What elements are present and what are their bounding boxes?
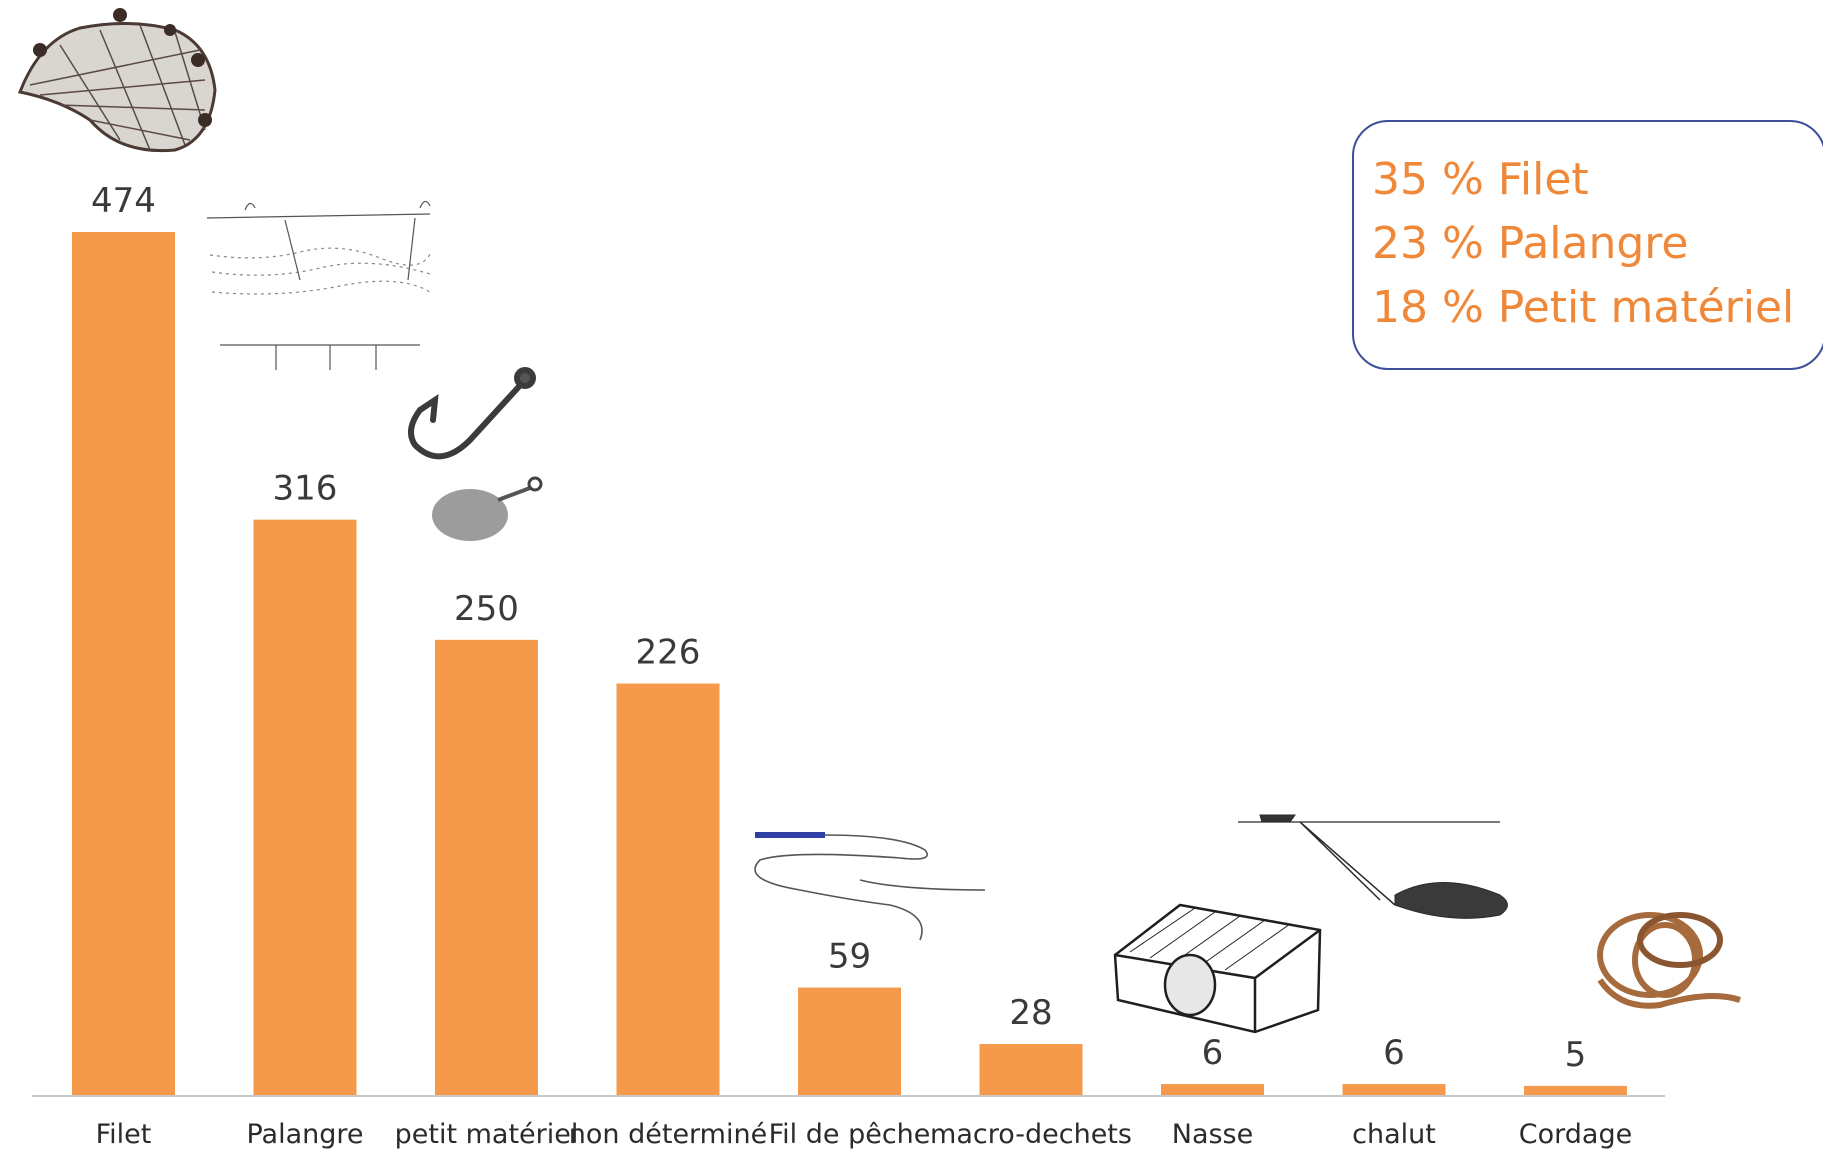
bar-8 xyxy=(1524,1085,1627,1095)
category-tick-label: macro-dechets xyxy=(930,1119,1132,1150)
bar-0 xyxy=(72,232,175,1095)
trawl-net-icon xyxy=(1238,814,1508,919)
summary-callout: 35 % Filet 23 % Palangre 18 % Petit maté… xyxy=(1352,120,1823,370)
longline-diagram-icon xyxy=(206,200,431,370)
bar-2 xyxy=(435,639,538,1095)
fishing-line-icon xyxy=(754,832,986,941)
category-tick-label: Palangre xyxy=(246,1119,363,1150)
callout-line-palangre: 23 % Palangre xyxy=(1372,218,1689,269)
bar-value-label: 226 xyxy=(636,633,701,673)
fishing-net-icon xyxy=(17,8,217,153)
category-tick-label: Nasse xyxy=(1172,1119,1254,1150)
fishing-weight-icon xyxy=(432,476,543,541)
bars-group: 474 Filet 316 Palangre 250 petit matériel 226 n… xyxy=(72,181,1632,1150)
bar-value-label: 250 xyxy=(454,589,519,629)
bar-value-label: 5 xyxy=(1565,1035,1587,1075)
bar-value-label: 6 xyxy=(1383,1033,1405,1073)
category-tick-label: Cordage xyxy=(1519,1119,1632,1150)
bar-6 xyxy=(1161,1084,1264,1095)
bar-7 xyxy=(1342,1084,1446,1095)
category-tick-label: Filet xyxy=(96,1119,152,1150)
callout-line-filet: 35 % Filet xyxy=(1372,154,1589,205)
bar-value-label: 6 xyxy=(1202,1033,1224,1073)
category-tick-label: non déterminé xyxy=(569,1119,767,1150)
bar-3 xyxy=(616,683,720,1095)
fish-trap-icon xyxy=(1113,903,1322,1034)
category-tick-label: Fil de pêche xyxy=(769,1119,931,1150)
bar-value-label: 28 xyxy=(1009,993,1052,1033)
category-tick-label: petit matériel xyxy=(395,1119,579,1150)
bar-5 xyxy=(979,1044,1083,1095)
callout-line-petit-materiel: 18 % Petit matériel xyxy=(1372,282,1795,333)
bar-value-label: 59 xyxy=(828,937,871,977)
bar-4 xyxy=(798,987,901,1095)
fish-hook-icon xyxy=(408,367,536,460)
bar-value-label: 474 xyxy=(91,181,156,221)
bar-value-label: 316 xyxy=(273,469,338,509)
rope-coil-icon xyxy=(1597,912,1741,1009)
category-tick-label: chalut xyxy=(1352,1119,1436,1150)
bar-1 xyxy=(253,519,357,1095)
